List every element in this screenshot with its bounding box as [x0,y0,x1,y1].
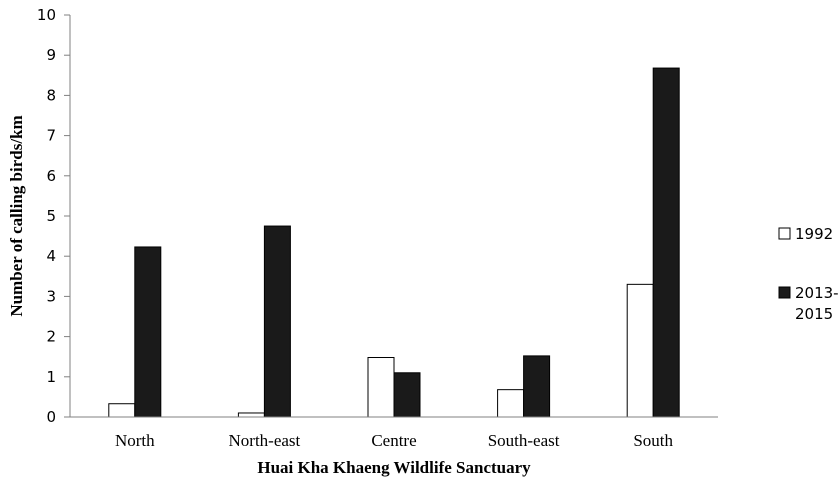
bar-1992-north [108,403,136,418]
bar-2013-2015-centre [393,372,421,418]
y-axis-ticks: 0 1 2 3 4 5 6 7 8 9 10 [37,6,70,426]
y-tick-label: 3 [46,287,56,305]
bar-2013-2015-north-east [263,225,291,418]
bar-2013-2015-south [652,67,680,418]
y-tick-label: 7 [46,127,56,145]
legend-label: 2013- [795,284,839,302]
y-tick-label: 10 [37,6,56,24]
bar-1992-centre [367,357,395,418]
x-tick-label: North [115,431,155,450]
legend-swatch [778,286,791,299]
legend-label-line2: 2015 [795,305,833,323]
legend-swatch [778,227,791,240]
y-tick-label: 6 [46,167,56,185]
y-tick-label: 2 [46,328,56,346]
bar-2013-2015-south-east [523,355,551,418]
bar-1992-north-east [237,412,265,418]
x-tick-label: South [633,431,673,450]
y-tick-label: 8 [46,86,56,104]
bar-1992-south-east [497,389,525,418]
bar-2013-2015-north [134,246,162,418]
bar-1992-south [626,283,654,418]
legend: 1992 2013- 2015 [778,225,839,323]
y-tick-label: 4 [46,247,56,265]
x-tick-label: South-east [488,431,560,450]
y-tick-label: 5 [46,207,56,225]
y-tick-label: 9 [46,46,56,64]
bars-group [108,67,680,418]
legend-label: 1992 [795,225,833,243]
x-axis-title: Huai Kha Khaeng Wildlife Sanctuary [257,458,531,477]
x-axis-labels: North North-east Centre South-east South [115,431,674,450]
y-tick-label: 1 [46,368,56,386]
y-tick-label: 0 [46,408,56,426]
y-axis-title: Number of calling birds/km [7,115,26,316]
x-tick-label: North-east [229,431,301,450]
x-tick-label: Centre [371,431,416,450]
